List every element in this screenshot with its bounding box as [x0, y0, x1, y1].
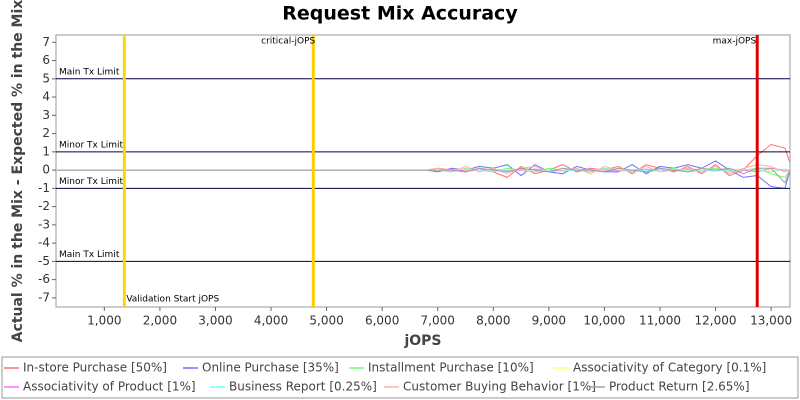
- legend-label: Associativity of Product [1%]: [23, 380, 196, 394]
- y-axis-label: Actual % in the Mix - Expected % in the …: [10, 0, 26, 342]
- y-tick-label: 4: [42, 90, 50, 104]
- y-tick-label: 2: [42, 126, 50, 140]
- x-tick-label: 9,000: [532, 314, 566, 328]
- x-tick-label: 6,000: [365, 314, 399, 328]
- x-tick-label: 12,000: [695, 314, 737, 328]
- legend-label: Product Return [2.65%]: [609, 380, 750, 394]
- y-tick-label: 3: [42, 108, 50, 122]
- marker-label: Validation Start jOPS: [126, 295, 219, 305]
- x-tick-label: 4,000: [254, 314, 288, 328]
- x-tick-label: 5,000: [309, 314, 343, 328]
- x-tick-label: 13,000: [750, 314, 792, 328]
- legend-label: Business Report [0.25%]: [229, 380, 377, 394]
- y-tick-label: -4: [38, 236, 50, 250]
- series-line: [57, 164, 790, 175]
- legend-label: In-store Purchase [50%]: [23, 361, 167, 375]
- y-tick-label: -5: [38, 254, 50, 268]
- chart-title: Request Mix Accuracy: [282, 3, 518, 25]
- legend: [1, 356, 799, 399]
- limit-label: Minor Tx Limit: [59, 140, 124, 150]
- limit-label: Main Tx Limit: [59, 67, 120, 77]
- limit-label: Main Tx Limit: [59, 250, 120, 260]
- y-tick-label: -6: [38, 272, 50, 286]
- x-tick-label: 11,000: [639, 314, 681, 328]
- y-tick-label: -1: [38, 181, 50, 195]
- x-tick-label: 8,000: [476, 314, 510, 328]
- plot-content: [57, 143, 790, 189]
- x-axis-label: jOPS: [403, 333, 441, 349]
- legend-label: Customer Buying Behavior [1%]: [403, 380, 596, 394]
- legend-label: Online Purchase [35%]: [202, 361, 339, 375]
- x-tick-label: 7,000: [421, 314, 455, 328]
- x-tick-label: 2,000: [143, 314, 177, 328]
- y-tick-label: 5: [42, 71, 50, 85]
- x-tick-label: 3,000: [198, 314, 232, 328]
- y-tick-label: 7: [42, 35, 50, 49]
- y-tick-label: 1: [42, 144, 50, 158]
- marker-label: critical-jOPS: [261, 37, 315, 47]
- legend-label: Installment Purchase [10%]: [368, 361, 534, 375]
- y-tick-label: -2: [38, 199, 50, 213]
- x-tick-label: 1,000: [87, 314, 121, 328]
- series-line: [57, 167, 790, 184]
- marker-label: max-jOPS: [713, 37, 757, 47]
- legend-label: Associativity of Category [0.1%]: [573, 361, 766, 375]
- y-tick-label: 6: [42, 53, 50, 67]
- limit-label: Minor Tx Limit: [59, 177, 124, 187]
- y-tick-label: -7: [38, 290, 50, 304]
- y-tick-label: 0: [42, 163, 50, 177]
- x-tick-label: 10,000: [583, 314, 625, 328]
- y-tick-label: -3: [38, 217, 50, 231]
